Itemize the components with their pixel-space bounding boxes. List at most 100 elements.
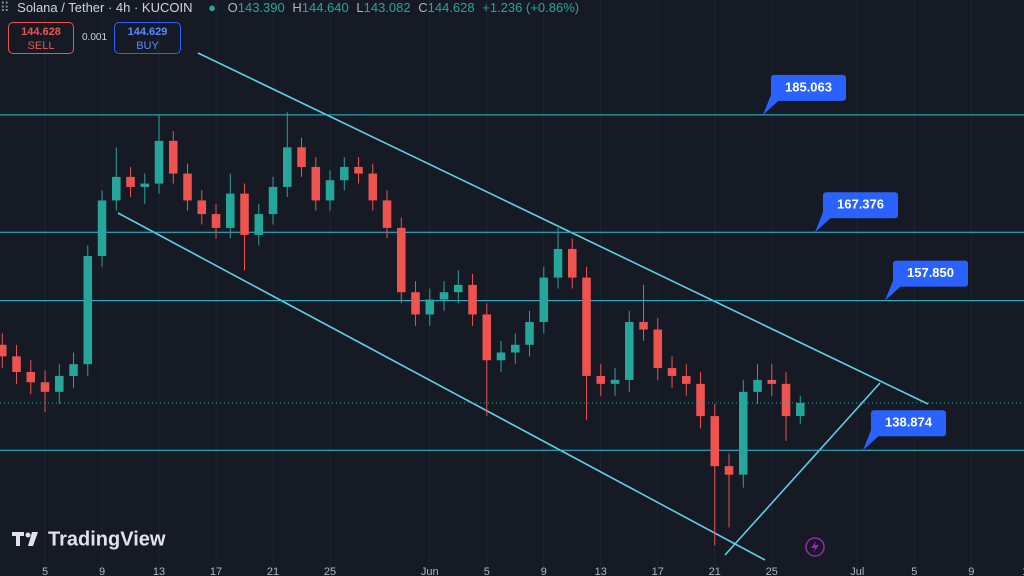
- candle-body: [12, 356, 21, 372]
- symbol[interactable]: Solana / Tether · 4h · KUCOIN: [17, 0, 193, 15]
- candle-body: [197, 200, 207, 215]
- candle-body: [710, 416, 720, 467]
- candle-body: [468, 284, 477, 315]
- h-label: H: [292, 0, 302, 15]
- candle-body: [183, 173, 192, 201]
- candle-body: [283, 147, 292, 187]
- candle-body: [311, 166, 321, 201]
- candle-body: [739, 391, 748, 475]
- candle-body: [325, 180, 335, 201]
- candle-body: [511, 344, 520, 353]
- candle-body: [55, 375, 64, 392]
- x-tick-label: 21: [267, 566, 279, 576]
- x-tick-label: 5: [42, 566, 48, 576]
- support-line: [724, 382, 881, 556]
- candle-body: [211, 214, 221, 228]
- watermark-logo: [12, 532, 38, 546]
- x-tick-label: 17: [652, 566, 664, 576]
- candle-body: [240, 193, 249, 235]
- sell-button[interactable]: 144.628 SELL: [8, 22, 74, 54]
- h-value: 144.640: [301, 0, 349, 15]
- candle-body: [610, 379, 620, 384]
- candle-body: [539, 277, 549, 322]
- level-label: 138.874: [885, 415, 933, 430]
- x-tick-label: 17: [210, 566, 222, 576]
- x-tick-label: 5: [911, 566, 917, 576]
- x-tick-label: 25: [324, 566, 336, 576]
- candle-body: [753, 379, 762, 392]
- candle-body: [653, 329, 663, 369]
- candle-body: [126, 176, 135, 187]
- candle-body: [767, 379, 777, 384]
- candle-body: [97, 200, 107, 257]
- sell-label: SELL: [27, 40, 55, 52]
- candle-body: [568, 248, 577, 278]
- trend-lines: [117, 52, 929, 561]
- candle-body: [781, 383, 791, 417]
- spread: 0.001: [82, 32, 108, 43]
- buy-label: BUY: [136, 40, 159, 52]
- symbol-icon: ⠿: [0, 0, 10, 15]
- x-tick-label: 21: [709, 566, 721, 576]
- candle-body: [226, 193, 235, 228]
- x-tick-label: 25: [766, 566, 778, 576]
- level-label-box: [771, 74, 846, 101]
- c-value: 144.628: [427, 0, 475, 15]
- candle-body: [411, 292, 420, 315]
- candle-body: [382, 200, 392, 228]
- candle-body: [140, 183, 150, 187]
- channel-bottom: [117, 212, 766, 561]
- candle-body: [796, 402, 805, 417]
- candle-body: [696, 383, 705, 417]
- flash-icon[interactable]: [805, 537, 825, 557]
- change: +1.236 (+0.86%): [482, 0, 580, 15]
- candle-body: [496, 352, 506, 361]
- candle-body: [439, 292, 449, 300]
- x-tick-label: 5: [484, 566, 490, 576]
- candle-body: [482, 314, 492, 361]
- l-label: L: [356, 0, 364, 15]
- candle-body: [639, 321, 648, 330]
- candle-body: [553, 248, 563, 278]
- candle-body: [0, 344, 7, 357]
- candle-body: [724, 466, 734, 475]
- candle-body: [297, 147, 306, 167]
- c-label: C: [418, 0, 428, 15]
- candle-body: [112, 176, 121, 201]
- level-label-box: [871, 410, 946, 437]
- candle-body: [667, 368, 677, 376]
- status-dot: ●: [208, 0, 216, 15]
- level-label-box: [893, 260, 968, 287]
- level-label-box: [823, 192, 898, 219]
- channel-top: [197, 52, 929, 405]
- candle-body: [254, 214, 264, 235]
- level-label: 157.850: [907, 265, 954, 280]
- x-tick-label: 9: [968, 566, 974, 576]
- x-tick-label: 9: [99, 566, 105, 576]
- o-value: 143.390: [237, 0, 285, 15]
- buy-price: 144.629: [127, 26, 168, 38]
- candle-body: [268, 186, 278, 215]
- x-tick-label: 13: [153, 566, 165, 576]
- level-label: 185.063: [785, 79, 832, 94]
- candle-body: [454, 284, 463, 293]
- o-label: O: [227, 0, 238, 15]
- candle-body: [625, 321, 634, 380]
- l-value: 143.082: [363, 0, 411, 15]
- candle-body: [69, 364, 78, 376]
- candle-body: [169, 140, 178, 174]
- candle-body: [154, 140, 164, 184]
- candle-body: [582, 277, 591, 376]
- candle-body: [682, 375, 691, 384]
- buy-button[interactable]: 144.629 BUY: [114, 22, 181, 54]
- candle-body: [340, 166, 349, 181]
- candle-body: [596, 375, 606, 384]
- candle-body: [425, 299, 435, 315]
- x-tick-label: 13: [1022, 566, 1024, 576]
- candle-body: [26, 371, 36, 383]
- candle-body: [368, 173, 378, 201]
- x-tick-label: 13: [595, 566, 607, 576]
- candle-body: [525, 321, 534, 345]
- candle-body: [83, 256, 93, 365]
